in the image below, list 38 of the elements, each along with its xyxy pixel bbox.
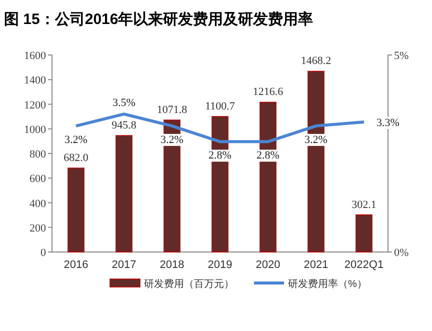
y2-tick-label: 5% bbox=[394, 50, 409, 62]
data-label: 302.1 bbox=[352, 198, 376, 211]
data-label: 682.0 bbox=[64, 152, 89, 164]
y-tick-label: 600 bbox=[30, 173, 46, 186]
data-label: 3.5% bbox=[112, 97, 136, 110]
data-label: 2.8% bbox=[256, 150, 280, 162]
y2-tick-label: 0% bbox=[394, 247, 409, 259]
x-tick-label: 2019 bbox=[208, 259, 232, 271]
bar bbox=[116, 135, 132, 252]
bar bbox=[68, 168, 84, 252]
data-label: 1071.8 bbox=[156, 104, 188, 116]
y-tick-label: 1200 bbox=[24, 99, 46, 112]
y-tick-label: 800 bbox=[30, 148, 46, 160]
data-label: 2.8% bbox=[208, 150, 232, 162]
x-tick-label: 2020 bbox=[256, 259, 280, 271]
y-tick-label: 0 bbox=[40, 247, 46, 259]
y-tick-label: 1000 bbox=[24, 124, 46, 136]
x-tick-label: 2017 bbox=[112, 259, 136, 271]
chart-title: 图 15：公司2016年以来研发费用及研发费用率 bbox=[4, 10, 314, 28]
data-label: 3.2% bbox=[64, 134, 88, 146]
x-tick-label: 2022Q1 bbox=[344, 259, 384, 271]
y-tick-label: 1400 bbox=[24, 74, 46, 87]
data-label: 3.2% bbox=[304, 134, 328, 146]
legend-label: 研发费用率（%） bbox=[288, 278, 367, 290]
x-tick-label: 2021 bbox=[304, 259, 328, 271]
data-label: 3.2% bbox=[160, 134, 184, 146]
data-label: 1468.2 bbox=[300, 55, 332, 68]
y-tick-label: 400 bbox=[30, 198, 46, 210]
data-label: 1216.6 bbox=[252, 86, 284, 98]
bar bbox=[356, 214, 372, 252]
x-tick-label: 2018 bbox=[160, 259, 184, 271]
y-tick-label: 1600 bbox=[24, 50, 46, 62]
x-tick-label: 2016 bbox=[64, 259, 88, 271]
legend-label: 研发费用（百万元） bbox=[144, 278, 234, 290]
y-tick-label: 200 bbox=[30, 222, 46, 234]
data-label: 1100.7 bbox=[205, 100, 236, 112]
data-label: 945.8 bbox=[112, 120, 137, 132]
data-label: 3.3% bbox=[376, 116, 400, 129]
